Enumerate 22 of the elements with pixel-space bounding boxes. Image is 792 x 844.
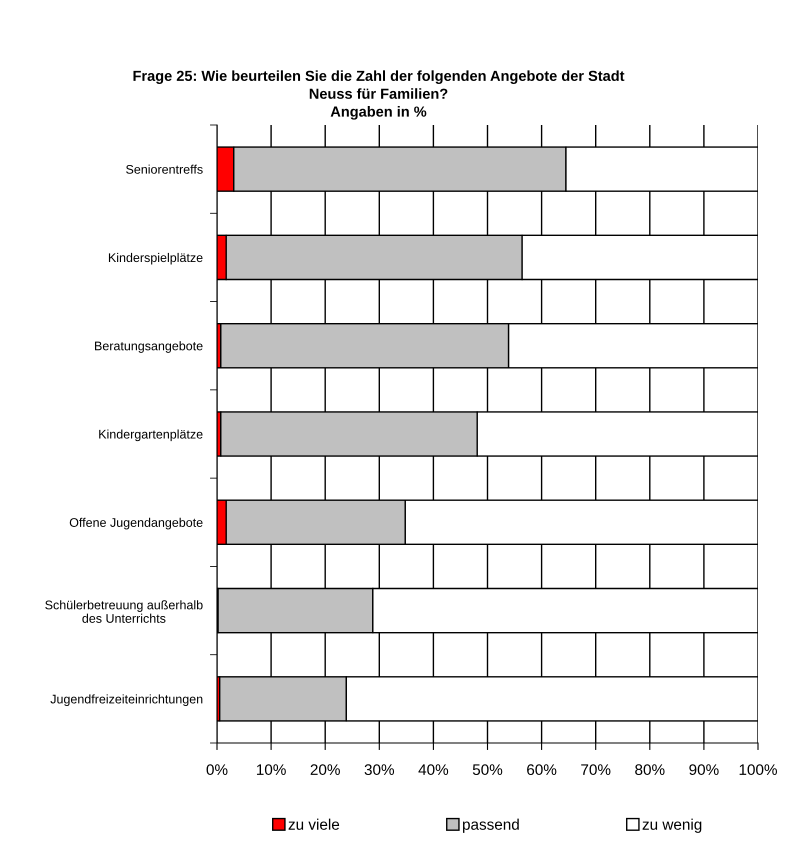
x-tick-label: 100%	[740, 764, 777, 776]
x-tick-label: 90%	[689, 764, 719, 776]
y-tick-label: Jugendfreizeiteinrichtungen	[50, 694, 202, 706]
y-tick-label: Offene Jugendangebote	[70, 518, 203, 530]
x-tick-label: 0%	[206, 764, 228, 776]
x-tick-label: 30%	[364, 764, 394, 776]
x-tick-label: 80%	[635, 764, 665, 776]
x-tick-label: 20%	[310, 764, 340, 776]
y-tick-label: Kindergartenplätze	[99, 429, 203, 442]
x-tick-label: 60%	[527, 764, 556, 776]
x-tick-label: 10%	[256, 764, 286, 776]
x-tick-label: 50%	[472, 764, 502, 776]
x-tick-label: 40%	[418, 764, 448, 776]
y-tick-label: Beratungsangebote	[95, 341, 203, 353]
legend-label: zu wenig	[642, 818, 702, 833]
chart-title: Frage 25: Wie beurteilen Sie die Zahl der folgenden Angebote der Stadt Neuss für Familien? Angaben in %	[133, 70, 624, 120]
y-tick-label: Seniorentreffs	[126, 164, 203, 174]
legend-label: zu viele	[288, 818, 340, 830]
legend-label: passend	[463, 818, 519, 833]
x-tick-label: 70%	[581, 764, 610, 776]
y-tick-label: Schülerbetreuung außerhalb des Unterrichts	[45, 600, 203, 623]
y-tick-label: Kinderspielplätze	[108, 252, 203, 265]
